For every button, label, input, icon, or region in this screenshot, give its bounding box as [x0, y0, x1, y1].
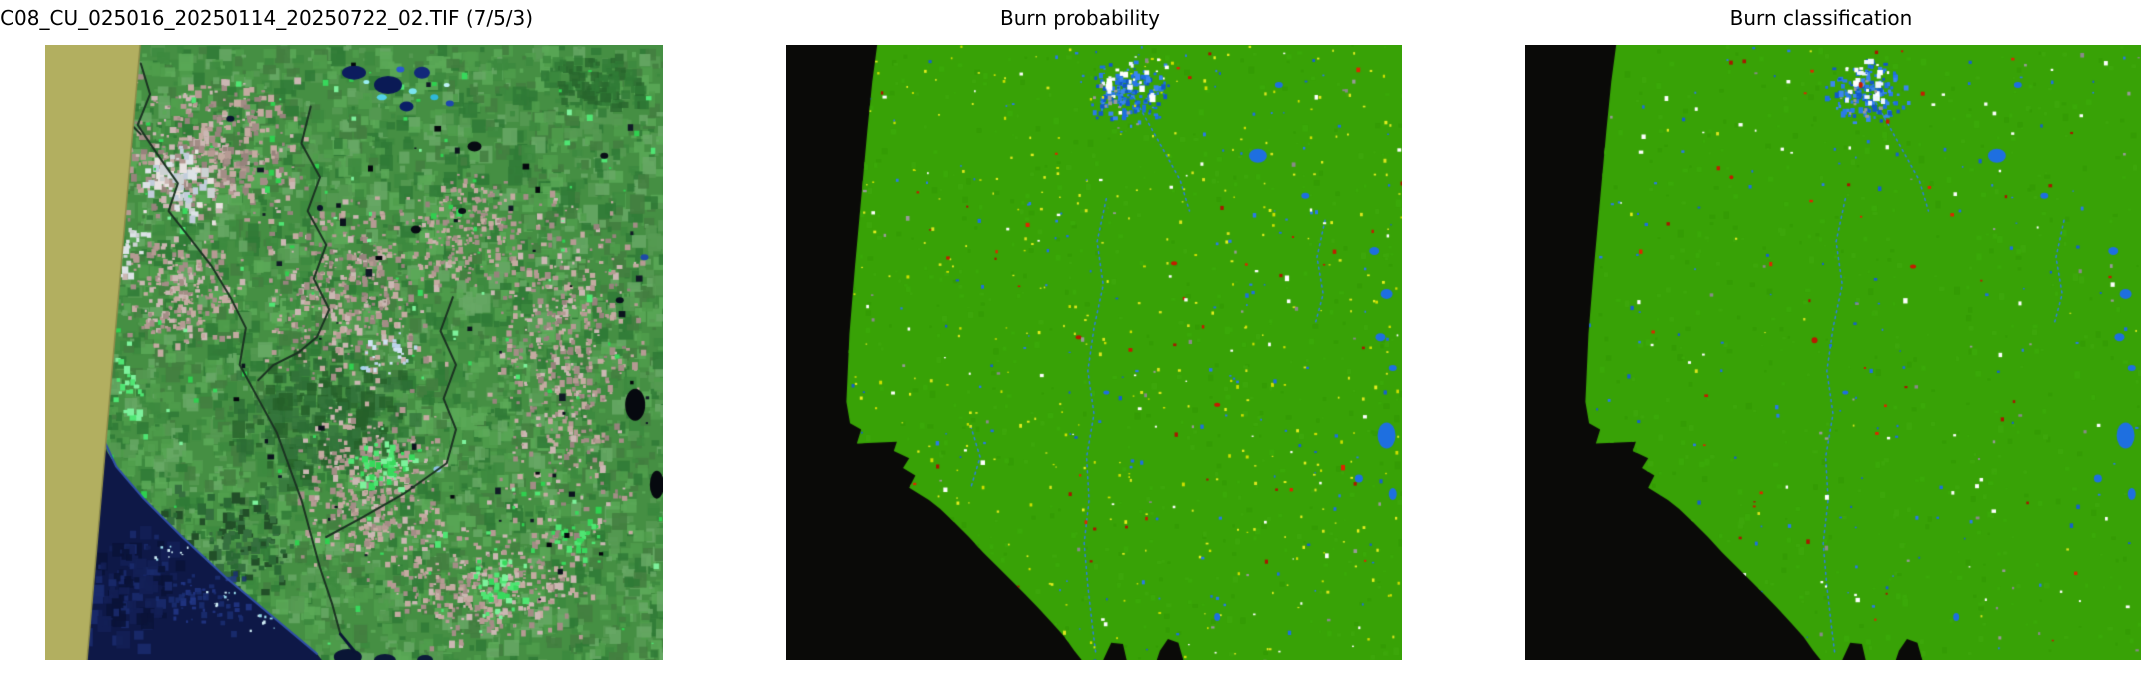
panel-title-burn-classification: Burn classification	[1729, 6, 1913, 30]
panel-title-burn-probability: Burn probability	[999, 6, 1161, 30]
satellite-false-color-image	[45, 45, 663, 660]
burn-classification-image	[1525, 45, 2141, 660]
panel-title-satellite: LC08_CU_025016_20250114_20250722_02.TIF …	[0, 6, 534, 30]
burn-probability-image	[786, 45, 1402, 660]
